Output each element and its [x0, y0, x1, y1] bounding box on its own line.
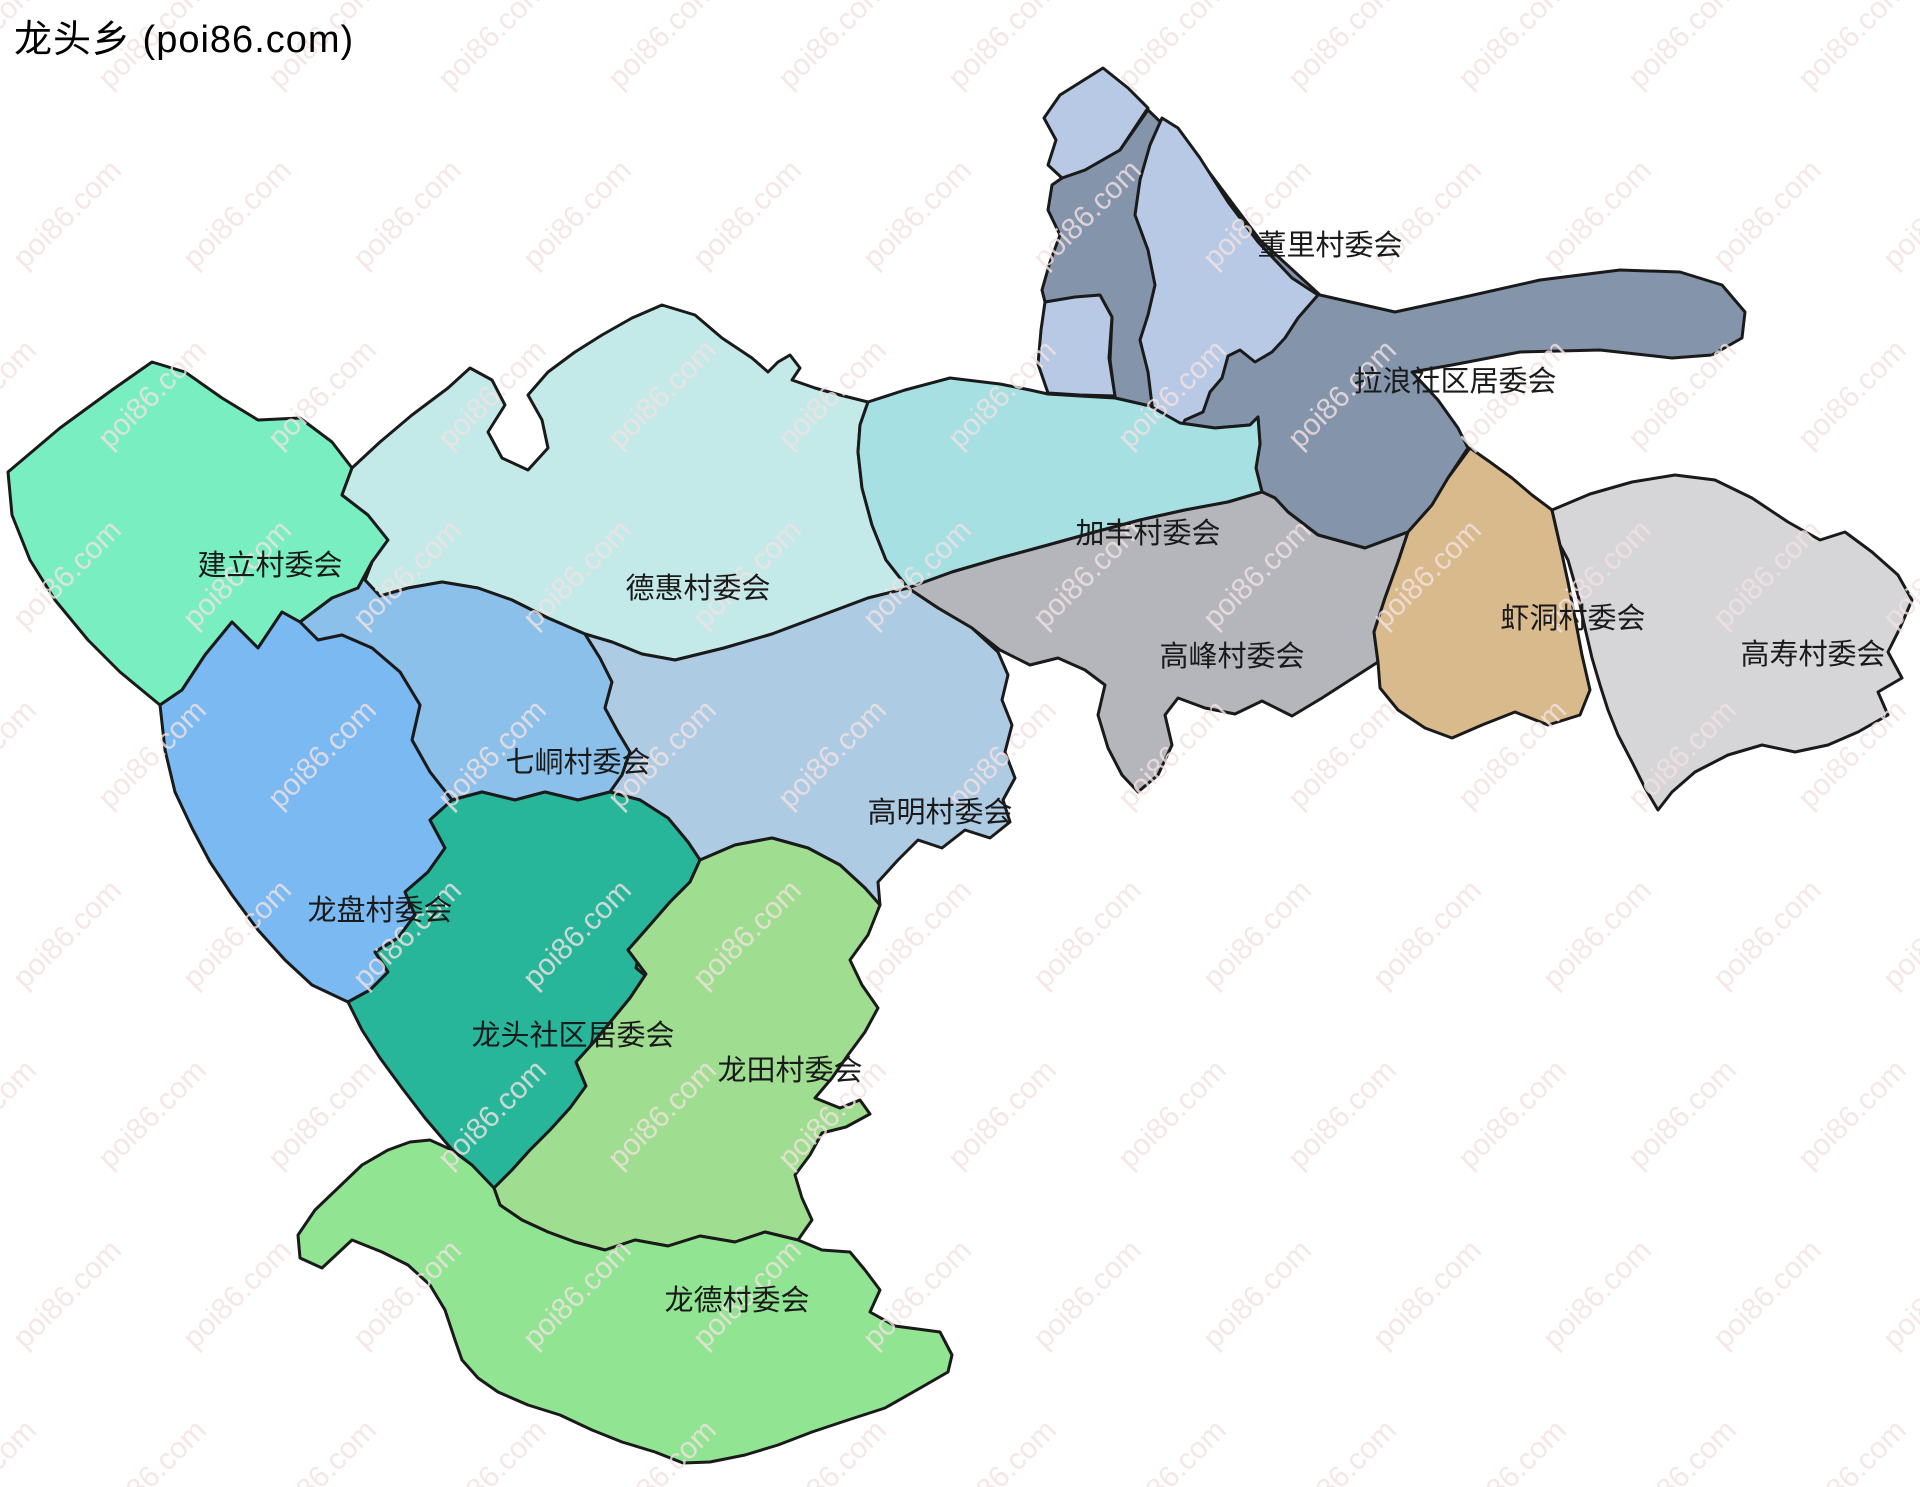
watermark-text: poi86.com	[1622, 0, 1743, 95]
watermark-text: poi86.com	[1367, 1234, 1488, 1355]
watermark-text: poi86.com	[7, 874, 128, 995]
watermark-text: poi86.com	[602, 0, 723, 95]
watermark-text: poi86.com	[1792, 334, 1913, 455]
region-label-gaoming: 高明村委会	[867, 796, 1012, 829]
watermark-text: poi86.com	[1707, 874, 1828, 995]
region-label-longpan: 龙盘村委会	[307, 894, 452, 927]
region-label-gaofeng: 高峰村委会	[1159, 640, 1304, 673]
region-dongli	[1036, 66, 1320, 438]
watermark-text: poi86.com	[1707, 154, 1828, 275]
watermark-text: poi86.com	[1537, 874, 1658, 995]
watermark-text: poi86.com	[942, 1414, 1063, 1487]
watermark-text: poi86.com	[0, 334, 43, 455]
region-label-longtou: 龙头社区居委会	[471, 1019, 674, 1052]
region-gaofeng	[906, 490, 1410, 794]
watermark-text: poi86.com	[1112, 1414, 1233, 1487]
watermark-text: poi86.com	[1537, 1234, 1658, 1355]
watermark-text: poi86.com	[857, 154, 978, 275]
watermark-text: poi86.com	[1877, 1234, 1920, 1355]
watermark-text: poi86.com	[1197, 1234, 1318, 1355]
watermark-text: poi86.com	[1367, 874, 1488, 995]
region-label-longtian: 龙田村委会	[717, 1054, 862, 1087]
watermark-text: poi86.com	[1197, 874, 1318, 995]
watermark-text: poi86.com	[1877, 154, 1920, 275]
watermark-text: poi86.com	[1282, 1054, 1403, 1175]
watermark-text: poi86.com	[687, 154, 808, 275]
watermark-text: poi86.com	[0, 694, 43, 815]
watermark-text: poi86.com	[432, 0, 553, 95]
watermark-text: poi86.com	[1112, 1054, 1233, 1175]
watermark-text: poi86.com	[7, 154, 128, 275]
region-jiafeng	[856, 376, 1264, 590]
watermark-text: poi86.com	[1452, 1414, 1573, 1487]
page-title: 龙头乡 (poi86.com)	[14, 19, 355, 61]
watermark-text: poi86.com	[517, 154, 638, 275]
watermark-text: poi86.com	[942, 1054, 1063, 1175]
watermark-text: poi86.com	[177, 154, 298, 275]
watermark-text: poi86.com	[1792, 1414, 1913, 1487]
watermark-text: poi86.com	[942, 0, 1063, 95]
watermark-text: poi86.com	[0, 1414, 43, 1487]
watermark-text: poi86.com	[1622, 1054, 1743, 1175]
watermark-text: poi86.com	[1622, 1414, 1743, 1487]
watermark-text: poi86.com	[1792, 1054, 1913, 1175]
watermark-text: poi86.com	[1452, 0, 1573, 95]
region-label-qidong: 七峒村委会	[505, 746, 650, 779]
region-label-dongli: 董里村委会	[1257, 229, 1402, 262]
region-longde	[296, 1138, 954, 1465]
watermark-text: poi86.com	[1027, 874, 1148, 995]
watermark-text: poi86.com	[1452, 1054, 1573, 1175]
region-label-longde: 龙德村委会	[664, 1284, 809, 1317]
region-label-dehui: 德惠村委会	[625, 572, 770, 605]
region-label-jiafeng: 加丰村委会	[1075, 517, 1220, 550]
watermark-text: poi86.com	[1282, 0, 1403, 95]
watermark-text: poi86.com	[1112, 0, 1233, 95]
watermark-text: poi86.com	[262, 1054, 383, 1175]
watermark-text: poi86.com	[92, 1414, 213, 1487]
region-label-gaoshou: 高寿村委会	[1740, 638, 1885, 671]
region-label-xiadong: 虾洞村委会	[1500, 602, 1645, 635]
watermark-text: poi86.com	[1877, 874, 1920, 995]
watermark-text: poi86.com	[92, 1054, 213, 1175]
watermark-text: poi86.com	[1282, 1414, 1403, 1487]
watermark-text: poi86.com	[432, 1414, 553, 1487]
region-gaoshou	[1550, 473, 1914, 812]
watermark-text: poi86.com	[7, 1234, 128, 1355]
region-label-lalang: 拉浪社区居委会	[1353, 365, 1556, 398]
watermark-text: poi86.com	[177, 1234, 298, 1355]
region-label-jianli: 建立村委会	[197, 549, 342, 582]
watermark-text: poi86.com	[347, 154, 468, 275]
watermark-text: poi86.com	[0, 1054, 43, 1175]
watermark-text: poi86.com	[1537, 154, 1658, 275]
watermark-text: poi86.com	[772, 0, 893, 95]
watermark-text: poi86.com	[1707, 1234, 1828, 1355]
watermark-text: poi86.com	[1027, 1234, 1148, 1355]
watermark-text: poi86.com	[262, 1414, 383, 1487]
watermark-text: poi86.com	[1792, 0, 1913, 95]
